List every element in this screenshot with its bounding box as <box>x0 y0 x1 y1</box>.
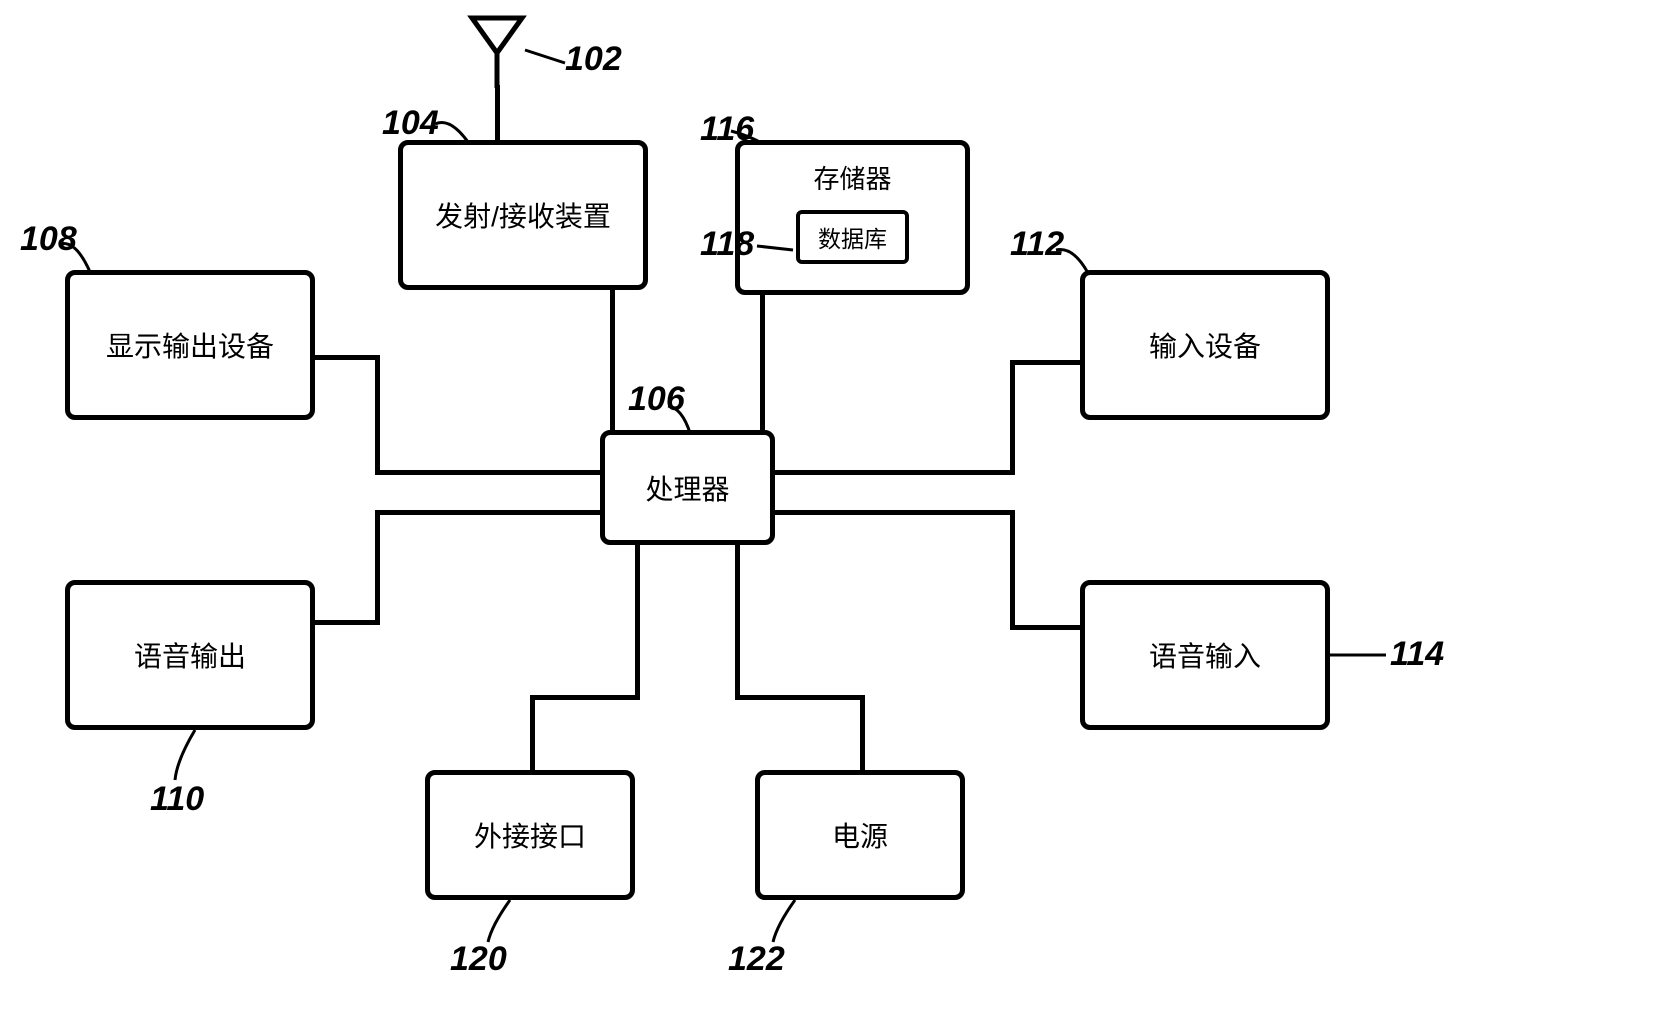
ref-122: 122 <box>728 940 785 979</box>
leader-122 <box>765 895 805 945</box>
edge-voiceout-processor-h1 <box>315 620 380 625</box>
database-label: 数据库 <box>818 220 887 254</box>
leader-102 <box>520 45 570 70</box>
edge-ext-processor-v2 <box>635 545 640 700</box>
processor-label: 处理器 <box>645 468 729 508</box>
edge-ext-processor-v1 <box>530 695 535 775</box>
memory-box: 存储器 数据库 <box>735 140 970 295</box>
processor-box: 处理器 <box>600 430 775 545</box>
edge-display-processor-h1 <box>315 355 380 360</box>
edge-power-processor-v2 <box>735 545 740 700</box>
voice-input-label: 语音输入 <box>1149 635 1261 675</box>
edge-input-processor-h1 <box>1010 360 1085 365</box>
leader-118 <box>755 238 795 256</box>
leader-106 <box>660 398 700 438</box>
voice-output-box: 语音输出 <box>65 580 315 730</box>
edge-voicein-processor-v <box>1010 510 1015 630</box>
voice-output-label: 语音输出 <box>134 635 246 675</box>
edge-power-processor-h <box>735 695 865 700</box>
edge-ext-processor-h <box>530 695 640 700</box>
ref-110: 110 <box>150 780 204 819</box>
edge-input-processor-h2 <box>775 470 1015 475</box>
edge-display-processor-v <box>375 355 380 475</box>
display-output-box: 显示输出设备 <box>65 270 315 420</box>
leader-112 <box>1048 240 1093 278</box>
ref-120: 120 <box>450 940 507 979</box>
edge-voiceout-processor-v <box>375 510 380 625</box>
edge-power-processor-v1 <box>860 695 865 775</box>
voice-input-box: 语音输入 <box>1080 580 1330 730</box>
external-interface-box: 外接接口 <box>425 770 635 900</box>
display-output-label: 显示输出设备 <box>106 325 274 365</box>
edge-display-processor-h2 <box>375 470 605 475</box>
leader-114 <box>1328 648 1388 663</box>
ref-102: 102 <box>565 40 622 79</box>
power-label: 电源 <box>832 815 888 855</box>
edge-transceiver-processor <box>610 290 615 435</box>
transceiver-box: 发射/接收装置 <box>398 140 648 290</box>
leader-104 <box>430 112 475 147</box>
edge-voiceout-processor-h2 <box>375 510 605 515</box>
edge-voicein-processor-h2 <box>775 510 1015 515</box>
leader-120 <box>480 895 520 945</box>
leader-110 <box>165 725 210 785</box>
leader-108 <box>52 232 97 277</box>
ref-118: 118 <box>700 225 754 264</box>
external-interface-label: 外接接口 <box>474 815 586 855</box>
ref-114: 114 <box>1390 635 1444 674</box>
input-device-label: 输入设备 <box>1149 325 1261 365</box>
edge-antenna-transceiver <box>495 85 500 145</box>
power-box: 电源 <box>755 770 965 900</box>
edge-input-processor-v <box>1010 360 1015 475</box>
edge-voicein-processor-h1 <box>1010 625 1085 630</box>
leader-116 <box>728 126 763 146</box>
input-device-box: 输入设备 <box>1080 270 1330 420</box>
edge-memory-processor <box>760 295 765 435</box>
memory-label: 存储器 <box>813 159 891 196</box>
transceiver-label: 发射/接收装置 <box>435 195 611 235</box>
database-box: 数据库 <box>796 210 909 264</box>
